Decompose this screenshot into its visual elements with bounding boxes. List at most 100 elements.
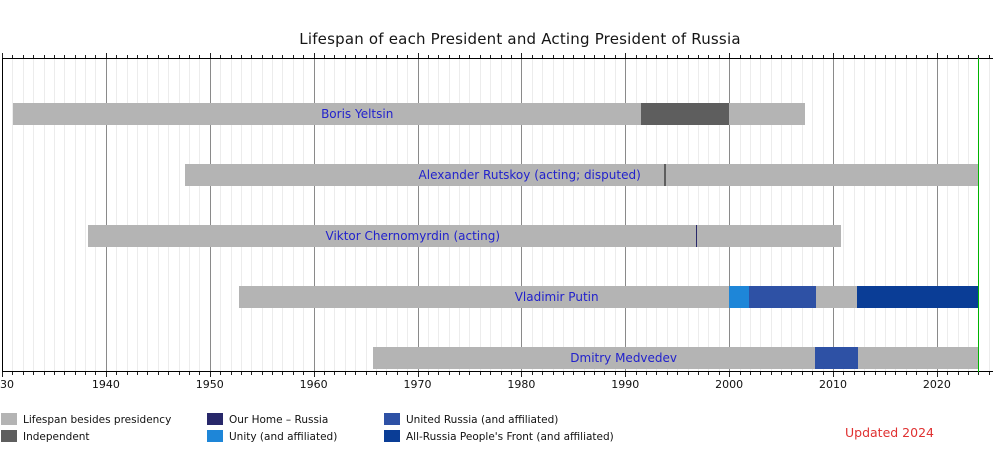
top-tick (168, 55, 170, 58)
minor-gridline (64, 58, 66, 372)
minor-gridline (511, 58, 512, 372)
bottom-tick (33, 372, 35, 375)
bottom-tick (53, 372, 55, 375)
bottom-tick (126, 372, 128, 375)
top-tick (978, 55, 980, 58)
top-tick (490, 55, 492, 58)
minor-gridline (178, 58, 180, 372)
top-tick (594, 55, 596, 58)
top-tick (843, 55, 845, 58)
bottom-tick (843, 372, 845, 375)
minor-gridline (697, 58, 699, 372)
top-tick (677, 55, 679, 58)
minor-gridline (552, 58, 554, 372)
minor-gridline (531, 58, 533, 372)
bottom-tick (864, 372, 866, 375)
top-tick (375, 55, 377, 58)
x-tick-label: 1990 (611, 378, 640, 391)
minor-gridline (126, 58, 128, 372)
top-tick (438, 55, 440, 58)
top-tick (500, 55, 502, 58)
top-tick (718, 55, 720, 58)
top-tick (74, 55, 76, 58)
minor-gridline (459, 58, 461, 372)
minor-gridline (22, 58, 24, 372)
bottom-tick (853, 372, 855, 375)
bottom-tick (614, 372, 616, 375)
bottom-tick (22, 372, 24, 375)
bottom-tick (105, 372, 107, 377)
bottom-tick (874, 372, 876, 375)
top-tick (417, 53, 419, 58)
bottom-tick (137, 372, 139, 375)
major-gridline (729, 58, 731, 372)
bottom-tick (552, 372, 554, 375)
bar-segment-people_front (856, 286, 979, 308)
bottom-tick (12, 372, 14, 375)
top-tick (344, 55, 346, 58)
minor-gridline (292, 58, 294, 372)
minor-gridline (386, 58, 388, 372)
minor-gridline (33, 58, 35, 372)
legend-label: Lifespan besides presidency (23, 414, 172, 426)
top-tick (157, 55, 159, 58)
bottom-tick (739, 372, 741, 375)
legend-item: Lifespan besides presidency (1, 413, 171, 427)
bottom-tick (604, 372, 606, 375)
x-tick-label: 2020 (922, 378, 951, 391)
bar-label: Boris Yeltsin (321, 107, 394, 121)
minor-gridline (791, 58, 793, 372)
bottom-tick (355, 372, 357, 375)
bottom-tick (822, 372, 824, 375)
minor-gridline (812, 58, 814, 372)
top-tick (604, 55, 606, 58)
top-tick (968, 55, 970, 58)
bottom-tick (292, 372, 294, 375)
top-tick (791, 55, 793, 58)
minor-gridline (604, 58, 606, 372)
top-tick (448, 55, 450, 58)
minor-gridline (199, 58, 201, 372)
top-tick (251, 55, 253, 58)
top-tick (178, 55, 180, 58)
minor-gridline (853, 58, 855, 372)
top-tick (729, 53, 731, 58)
top-tick (220, 55, 222, 58)
minor-gridline (708, 58, 710, 372)
minor-gridline (43, 58, 45, 372)
top-tick (240, 55, 242, 58)
top-tick (2, 53, 3, 58)
bottom-tick (490, 372, 492, 375)
bottom-tick (64, 372, 66, 375)
minor-gridline (947, 58, 949, 372)
bottom-tick (85, 372, 87, 375)
major-gridline (833, 58, 835, 372)
minor-gridline (427, 58, 429, 372)
top-tick (635, 55, 637, 58)
minor-gridline (303, 58, 305, 372)
minor-gridline (490, 58, 492, 372)
top-tick (708, 55, 710, 58)
bottom-tick (729, 372, 731, 377)
minor-gridline (188, 58, 190, 372)
top-tick (957, 55, 959, 58)
minor-gridline (12, 58, 14, 372)
top-tick (126, 55, 128, 58)
bottom-tick (344, 372, 346, 375)
top-tick (988, 55, 990, 58)
minor-gridline (843, 58, 845, 372)
top-tick (479, 55, 481, 58)
minor-gridline (251, 58, 253, 372)
minor-gridline (334, 58, 336, 372)
bottom-tick (666, 372, 668, 375)
top-tick (282, 55, 284, 58)
bottom-tick (407, 372, 409, 375)
minor-gridline (469, 58, 471, 372)
bottom-tick (646, 372, 648, 375)
top-tick (469, 55, 471, 58)
bottom-tick (178, 372, 180, 375)
legend-label: All-Russia People's Front (and affiliate… (406, 431, 614, 443)
minor-gridline (822, 58, 824, 372)
legend-swatch-lifespan (1, 413, 17, 425)
